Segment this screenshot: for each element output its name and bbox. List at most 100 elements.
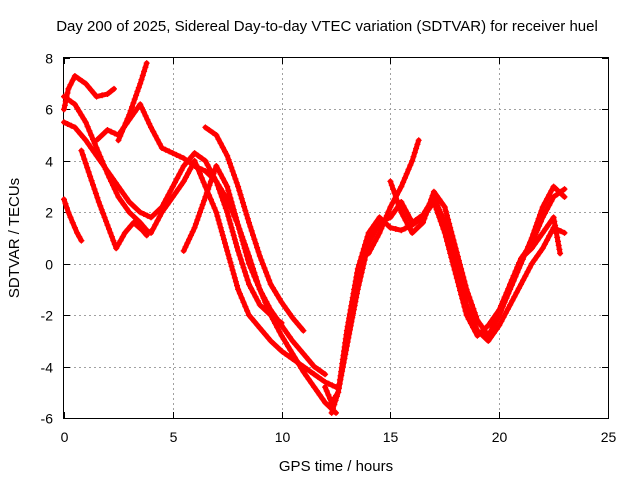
data-point [322, 379, 329, 385]
data-point [358, 253, 365, 260]
data-point [472, 328, 479, 335]
data-point [126, 199, 133, 205]
data-point [255, 248, 262, 255]
data-point [281, 326, 288, 333]
data-point [354, 265, 361, 272]
data-point [449, 258, 456, 265]
data-point [447, 224, 454, 231]
data-point [172, 179, 178, 186]
data-point [353, 274, 360, 281]
data-point [246, 260, 252, 267]
data-point [546, 202, 553, 209]
data-point [556, 246, 563, 253]
data-point [445, 242, 452, 249]
data-point [182, 244, 189, 250]
data-point [104, 168, 111, 175]
data-point [79, 151, 86, 158]
data-point [371, 222, 378, 229]
data-point [71, 124, 78, 131]
data-point [349, 298, 355, 305]
data-point [79, 78, 86, 85]
data-point [531, 227, 538, 234]
data-point [112, 179, 119, 186]
data-point [63, 205, 70, 211]
data-point [187, 166, 194, 173]
data-point [387, 178, 394, 185]
data-point [330, 396, 337, 403]
data-point [370, 231, 376, 238]
data-point [127, 107, 134, 114]
data-point [460, 274, 467, 281]
data-point [216, 220, 223, 227]
data-point [485, 322, 492, 329]
data-point [502, 310, 509, 317]
data-point [163, 195, 170, 202]
data-point [432, 202, 439, 209]
data-point [275, 318, 282, 325]
data-point [93, 145, 100, 151]
data-point [67, 214, 74, 221]
data-point [253, 277, 260, 284]
data-point [269, 284, 276, 291]
data-point [93, 152, 100, 159]
data-point [511, 293, 518, 300]
data-point [97, 133, 104, 140]
data-point [446, 220, 453, 227]
data-point [531, 256, 538, 263]
data-point [330, 405, 336, 412]
data-point [376, 229, 383, 236]
data-point [169, 183, 176, 190]
data-point [187, 160, 194, 167]
data-point [228, 199, 235, 205]
data-point [501, 299, 508, 306]
data-point [455, 257, 462, 264]
data-point [152, 132, 159, 139]
data-point [453, 249, 460, 256]
data-point [230, 206, 237, 213]
data-point [538, 208, 545, 214]
data-point [272, 320, 279, 327]
data-point [372, 238, 379, 245]
data-point [173, 151, 180, 158]
data-point [235, 286, 242, 293]
y-tick-label: 0 [45, 257, 53, 273]
data-point [297, 347, 304, 354]
data-point [248, 315, 255, 322]
data-point [255, 282, 261, 289]
data-point [491, 320, 498, 327]
x-tick-label: 0 [61, 429, 69, 445]
data-point [508, 277, 515, 283]
data-point [349, 294, 356, 301]
data-point [515, 285, 522, 292]
data-point [410, 153, 417, 160]
data-point [106, 226, 112, 232]
markers-track-9 [202, 124, 307, 334]
x-tick-label: 5 [170, 429, 178, 445]
data-point [123, 195, 130, 202]
data-point [485, 337, 492, 344]
data-point [389, 200, 396, 206]
data-point [204, 162, 211, 168]
data-point [107, 229, 114, 236]
data-point [140, 109, 147, 115]
data-point [69, 77, 76, 84]
data-point [156, 213, 163, 220]
data-point [137, 219, 144, 226]
data-point [78, 147, 85, 154]
data-point [436, 196, 443, 203]
data-point [217, 140, 224, 147]
data-point [445, 216, 452, 223]
data-point [246, 312, 252, 319]
data-point [420, 219, 426, 226]
data-point [161, 200, 168, 206]
data-point [152, 221, 159, 228]
data-point [365, 229, 372, 236]
data-point [86, 127, 93, 134]
data-point [202, 157, 209, 164]
data-point [539, 229, 546, 236]
data-point [230, 271, 237, 277]
data-point [409, 157, 416, 164]
data-point [68, 122, 75, 129]
data-point [71, 224, 78, 231]
data-point [178, 182, 184, 189]
